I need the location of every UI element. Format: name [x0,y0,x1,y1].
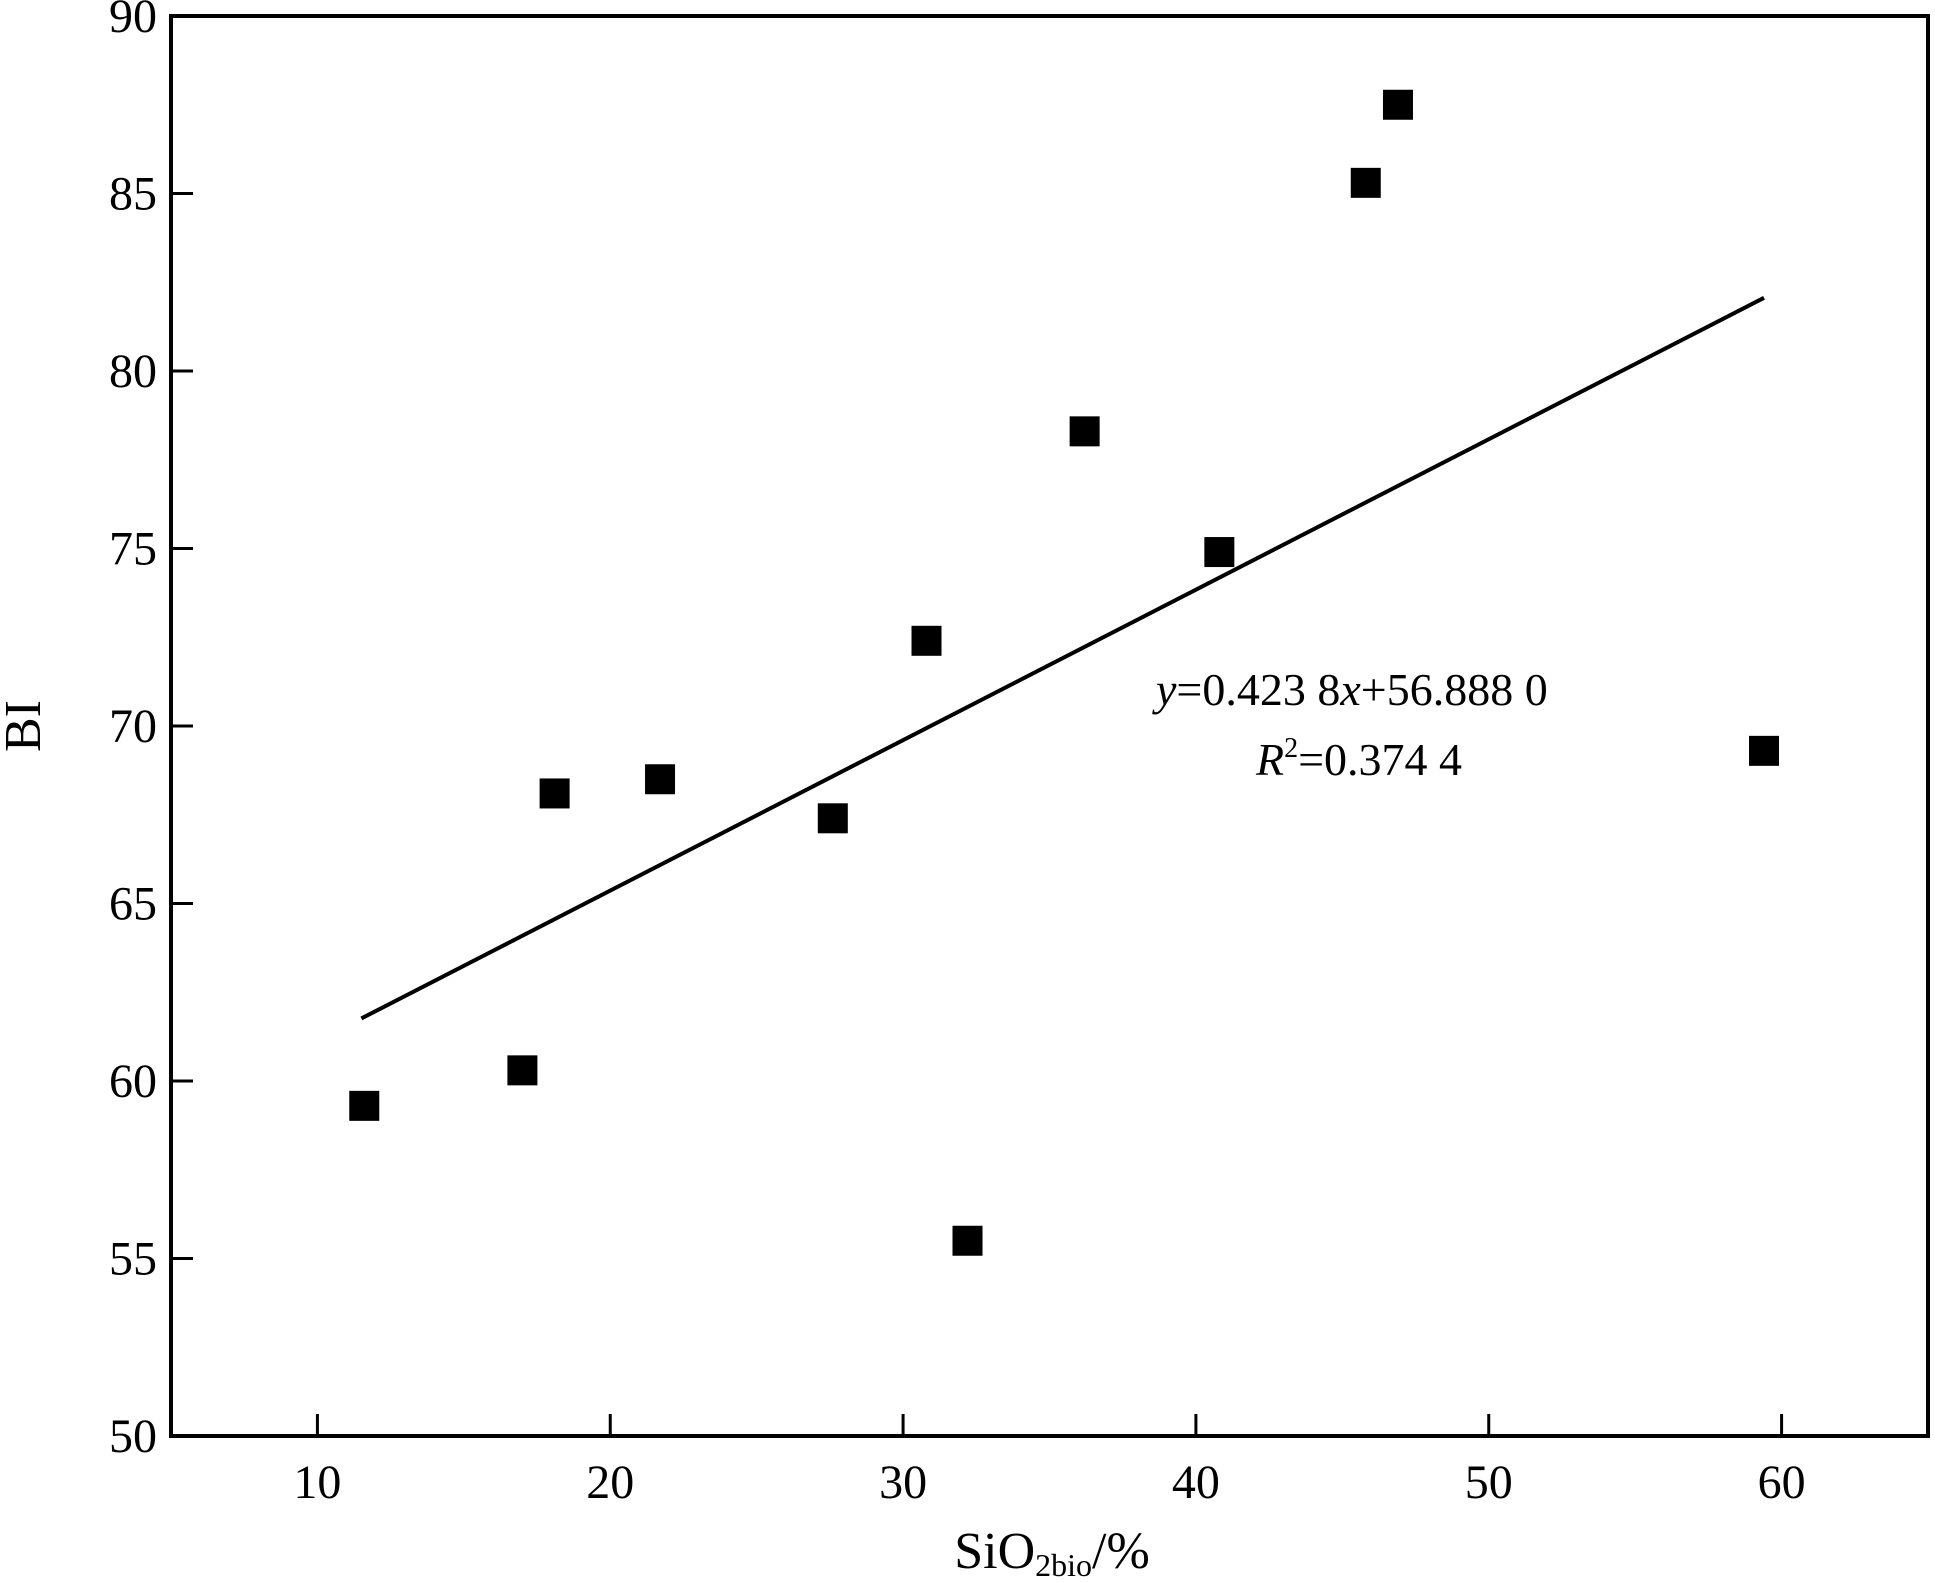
y-tick-label: 85 [109,168,157,221]
y-tick-label: 65 [109,878,157,931]
y-tick-label: 80 [109,345,157,398]
regression-line-group [360,296,1765,1021]
data-point [1382,89,1413,120]
x-tick-label: 10 [293,1456,341,1509]
y-tick-label: 70 [109,700,157,753]
x-tick-label: 40 [1172,1456,1220,1509]
data-point [1204,537,1235,568]
regression-line [360,296,1765,1021]
data-point [645,764,676,795]
x-tick-label: 50 [1465,1456,1513,1509]
data-point [539,778,570,809]
x-tick-label: 60 [1758,1456,1806,1509]
plot-frame [169,14,1930,1438]
y-tick-label: 75 [109,523,157,576]
x-axis-title: SiO2bio/% [954,1523,1150,1582]
data-point [1069,416,1100,447]
x-tick-label: 30 [879,1456,927,1509]
data-point [349,1090,380,1121]
y-tick-label: 90 [109,0,157,43]
data-point [1749,735,1780,766]
data-point [952,1225,983,1256]
data-point [817,803,848,834]
y-tick-label: 60 [109,1055,157,1108]
data-point [1350,167,1381,198]
r-squared-label: R2=0.374 4 [1255,733,1462,785]
x-tick-label: 20 [586,1456,634,1509]
y-axis-ticks: 50 55 60 65 70 75 80 85 90 [109,0,193,1463]
x-axis-ticks: 10 20 30 40 50 60 [293,1414,1806,1509]
data-point [507,1055,538,1086]
equation-label: y=0.423 8x+56.888 0 [1152,664,1548,715]
data-point [911,625,942,656]
y-axis-title: BI [0,700,52,752]
y-tick-label: 55 [109,1233,157,1286]
y-tick-label: 50 [109,1410,157,1463]
data-points [349,89,1780,1256]
